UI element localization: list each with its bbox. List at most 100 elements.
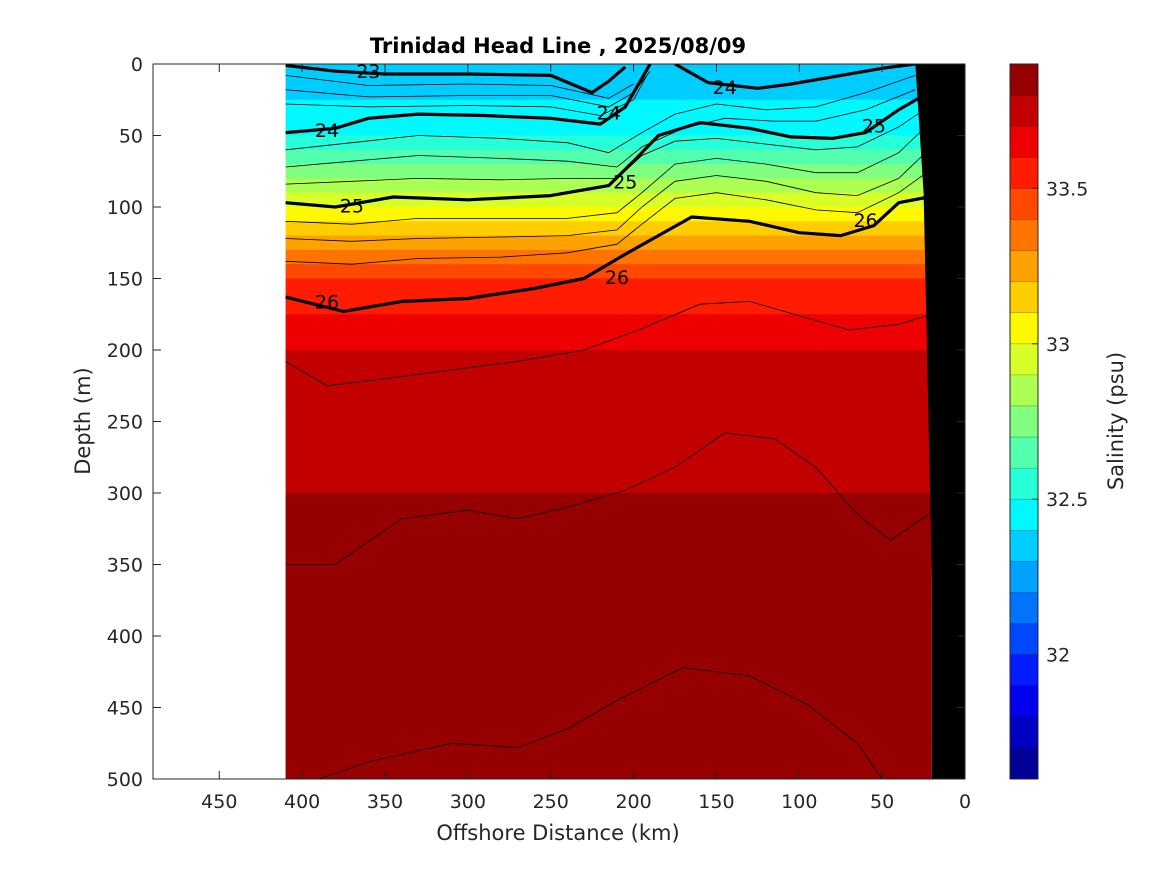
x-tick-label: 0 xyxy=(959,791,971,813)
thin-contour-line xyxy=(285,75,648,116)
salinity-band xyxy=(285,543,932,551)
salinity-band xyxy=(285,207,932,215)
salinity-band xyxy=(285,364,932,373)
salinity-band xyxy=(285,593,932,601)
salinity-band xyxy=(285,585,932,594)
salinity-band xyxy=(285,342,932,351)
salinity-band xyxy=(285,214,932,222)
thin-contour-line xyxy=(285,300,933,387)
salinity-band xyxy=(285,736,932,744)
salinity-band xyxy=(285,678,932,687)
colorbar-swatch xyxy=(1010,437,1038,469)
x-tick-label: 50 xyxy=(870,791,894,813)
salinity-band xyxy=(285,142,932,151)
density-contour-24 xyxy=(285,64,652,135)
salinity-band xyxy=(285,299,932,308)
colorbar-swatch xyxy=(1010,281,1038,314)
salinity-band xyxy=(285,121,932,129)
salinity-band xyxy=(285,450,932,458)
contour-label: 23 xyxy=(356,61,380,83)
salinity-band xyxy=(285,621,932,630)
salinity-band xyxy=(285,64,932,72)
salinity-band xyxy=(285,728,932,737)
salinity-band xyxy=(285,392,932,401)
contour-label: 24 xyxy=(315,120,339,142)
y-tick-label: 450 xyxy=(107,698,143,720)
salinity-band xyxy=(285,500,932,508)
x-axis-label: Offshore Distance (km) xyxy=(436,821,679,845)
colorbar-tick-label: 32.5 xyxy=(1046,489,1088,511)
salinity-band xyxy=(285,278,932,287)
salinity-band xyxy=(285,614,932,623)
salinity-band xyxy=(285,164,932,172)
y-tick-label: 250 xyxy=(107,412,143,434)
salinity-band xyxy=(285,128,932,137)
colorbar-tick-label: 32 xyxy=(1046,645,1070,667)
colorbar-tick-label: 33 xyxy=(1046,334,1070,356)
salinity-band xyxy=(285,493,932,501)
y-tick-label: 50 xyxy=(119,126,143,148)
salinity-band xyxy=(285,171,932,179)
colorbar-swatch xyxy=(1010,654,1038,687)
salinity-band xyxy=(285,628,932,637)
salinity-band xyxy=(285,357,932,365)
salinity-band xyxy=(285,471,932,480)
salinity-band xyxy=(285,292,932,301)
density-contour-25 xyxy=(285,91,930,209)
salinity-band xyxy=(285,657,932,666)
colorbar-tick-label: 33.5 xyxy=(1046,178,1088,200)
salinity-band xyxy=(285,521,932,530)
salinity-band xyxy=(285,600,932,608)
salinity-band xyxy=(285,307,932,315)
salinity-band xyxy=(285,421,932,430)
colorbar-swatch xyxy=(1010,716,1038,749)
salinity-band xyxy=(285,707,932,716)
x-tick-label: 250 xyxy=(533,791,569,813)
colorbar-swatch xyxy=(1010,343,1038,376)
colorbar-swatch xyxy=(1010,250,1038,283)
colorbar-swatch xyxy=(1010,126,1038,158)
salinity-band xyxy=(285,285,932,294)
contour-label: 25 xyxy=(340,196,364,218)
contour-label: 24 xyxy=(597,103,621,125)
salinity-band xyxy=(285,264,932,272)
thin-contour-line xyxy=(285,149,929,242)
salinity-band xyxy=(285,414,932,423)
density-contour-26 xyxy=(285,195,929,313)
colorbar-swatch xyxy=(1010,530,1038,562)
salinity-band xyxy=(285,228,932,237)
colorbar-swatch xyxy=(1010,157,1038,189)
salinity-band xyxy=(285,271,932,280)
salinity-band xyxy=(285,757,932,766)
colorbar-swatch xyxy=(1010,623,1038,656)
salinity-field xyxy=(285,64,932,779)
colorbar-swatch xyxy=(1010,95,1038,127)
colorbar-swatch xyxy=(1010,405,1038,438)
salinity-band xyxy=(285,528,932,537)
salinity-band xyxy=(285,750,932,759)
salinity-band xyxy=(285,714,932,723)
salinity-band xyxy=(285,464,932,473)
salinity-band xyxy=(285,535,932,544)
salinity-band xyxy=(285,249,932,258)
contour-label: 24 xyxy=(713,77,737,99)
salinity-band xyxy=(285,435,932,444)
x-tick-label: 300 xyxy=(450,791,486,813)
salinity-band xyxy=(285,178,932,187)
salinity-band xyxy=(285,257,932,265)
salinity-band xyxy=(285,221,932,230)
contour-label: 26 xyxy=(853,210,877,232)
salinity-band xyxy=(285,321,932,330)
contour-labels: 23 24 24 24 25 25 25 26 26 26 xyxy=(315,61,886,313)
salinity-band xyxy=(285,135,932,144)
y-tick-label: 200 xyxy=(107,340,143,362)
bathymetry-mask xyxy=(915,64,965,779)
salinity-band xyxy=(285,328,932,337)
density-contour-23 xyxy=(285,64,627,95)
y-tick-label: 500 xyxy=(107,769,143,791)
salinity-band xyxy=(285,643,932,651)
salinity-band xyxy=(285,350,932,358)
colorbar-swatch xyxy=(1010,64,1038,96)
salinity-band xyxy=(285,335,932,344)
salinity-band xyxy=(285,314,932,322)
